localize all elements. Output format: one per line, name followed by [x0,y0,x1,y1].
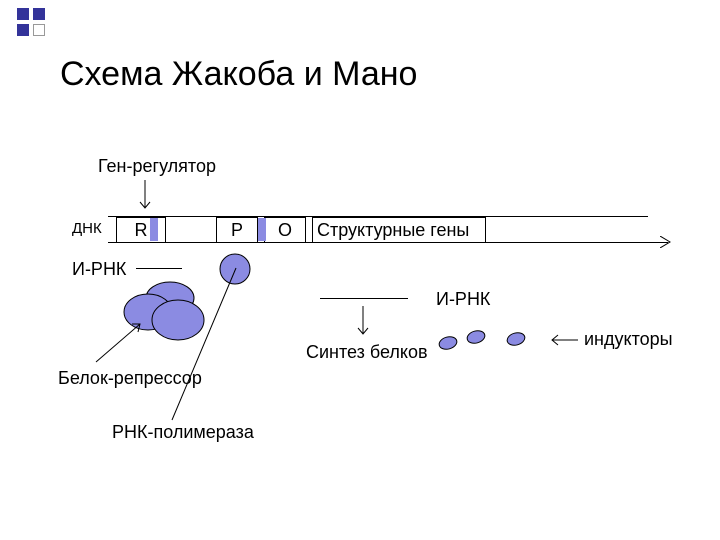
diagram-root: Схема Жакоба и Мано Ген-регулятор ДНК R … [0,0,720,540]
box-O: O [264,217,306,243]
arrow-down-icon [138,180,152,214]
label-inductors: индукторы [584,329,673,350]
label-polymerase: РНК-полимераза [112,422,254,443]
short-line [320,298,408,299]
arrow-to-repressor-icon [92,318,148,366]
inductors-icon [436,325,546,355]
arrow-down-icon [356,306,370,340]
box-structural: Структурные гены [312,217,486,243]
bullet-icon [17,8,29,20]
blue-block-icon [258,218,266,241]
line-to-polymerase-icon [168,264,248,424]
bullet-icon [17,24,29,36]
box-P: P [216,217,258,243]
blue-block-icon [150,218,158,241]
arrow-right-icon [660,236,676,248]
page-title: Схема Жакоба и Мано [60,55,417,94]
label-irnk-left: И-РНК [72,259,126,280]
label-synthesis: Синтез белков [306,342,428,363]
box-R: R [116,217,166,243]
label-gene-regulator: Ген-регулятор [98,156,216,177]
bullet-icon [33,8,45,20]
bullet-outline-icon [33,24,45,36]
label-irnk-right: И-РНК [436,289,490,310]
label-dna: ДНК [72,220,102,237]
arrow-left-icon [546,334,580,346]
